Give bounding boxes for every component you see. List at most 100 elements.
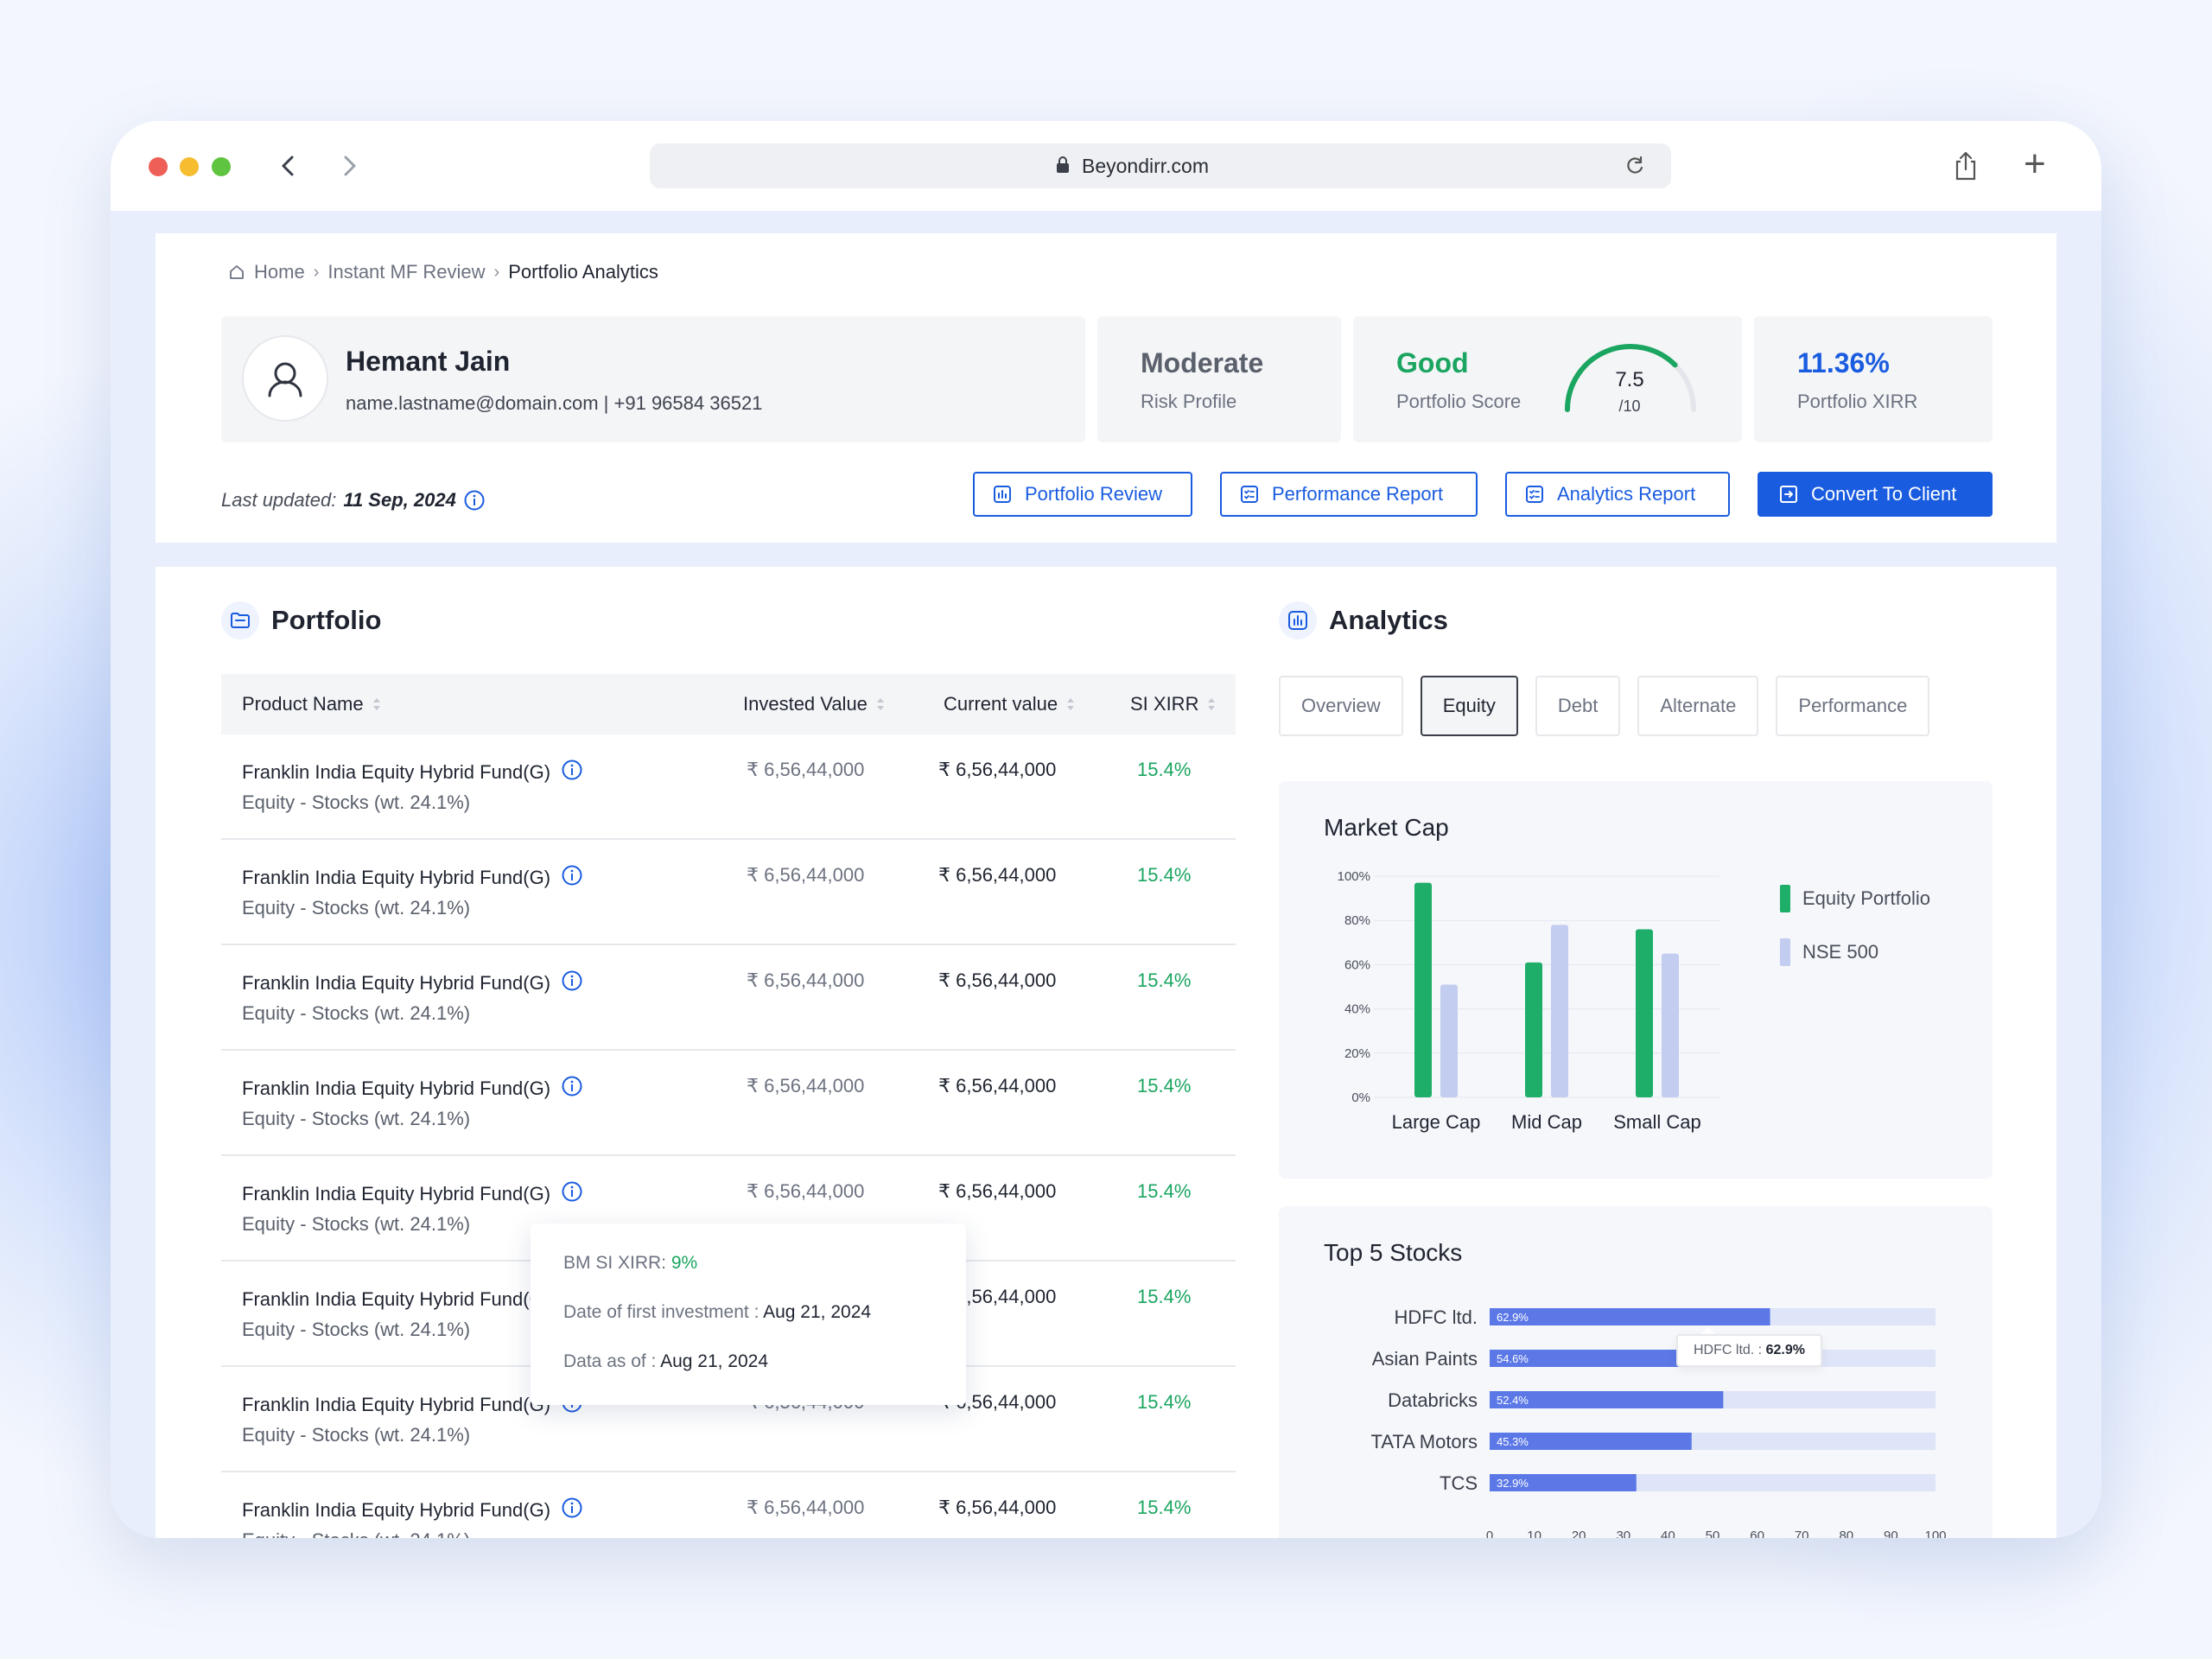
table-row[interactable]: Franklin India Equity Hybrid Fund(G) Equi… [221, 840, 1236, 945]
column-product-name[interactable]: Product Name [242, 693, 381, 715]
analytics-report-button[interactable]: Analytics Report [1505, 472, 1730, 517]
portfolio-review-button[interactable]: Portfolio Review [973, 472, 1192, 517]
legend-swatch [1780, 885, 1790, 912]
info-icon[interactable] [463, 489, 486, 512]
column-current-value[interactable]: Current value [944, 693, 1075, 715]
stock-bar[interactable] [1490, 1308, 1770, 1325]
product-name-text: Franklin India Equity Hybrid Fund(G) [242, 761, 551, 783]
bar-equity-portfolio[interactable] [1414, 882, 1432, 1097]
product-name: Franklin India Equity Hybrid Fund(G) [242, 1075, 583, 1103]
table-row[interactable]: Franklin India Equity Hybrid Fund(G) Equi… [221, 1051, 1236, 1156]
invested-value: ₹ 6,56,44,000 [747, 1180, 865, 1202]
table-row[interactable]: Franklin India Equity Hybrid Fund(G) Equi… [221, 945, 1236, 1051]
info-icon[interactable] [561, 1497, 583, 1524]
info-icon[interactable] [561, 969, 583, 997]
product-name-text: Franklin India Equity Hybrid Fund(G) [242, 867, 551, 888]
bar-equity-portfolio[interactable] [1525, 962, 1542, 1097]
breadcrumb-home[interactable]: Home [254, 261, 305, 283]
tooltip-value: Aug 21, 2024 [763, 1302, 872, 1322]
tab-alternate[interactable]: Alternate [1637, 676, 1759, 736]
bar-nse-500[interactable] [1440, 984, 1458, 1097]
product-name-text: Franklin India Equity Hybrid Fund(G) [242, 1499, 551, 1521]
performance-report-button[interactable]: Performance Report [1220, 472, 1478, 517]
tooltip-bm-xirr: BM SI XIRR: 9% [563, 1253, 697, 1274]
product-category: Equity - Stocks (wt. 24.1%) [242, 1424, 471, 1446]
tab-equity[interactable]: Equity [1420, 676, 1518, 736]
info-icon[interactable] [561, 864, 583, 892]
product-category: Equity - Stocks (wt. 24.1%) [242, 1002, 471, 1024]
reload-icon[interactable] [1623, 154, 1647, 178]
table-row[interactable]: Franklin India Equity Hybrid Fund(G) Equi… [221, 734, 1236, 840]
stock-bar[interactable] [1490, 1391, 1724, 1408]
si-xirr: 15.4% [1137, 1497, 1192, 1518]
sort-icon[interactable] [372, 696, 381, 712]
product-name-text: Franklin India Equity Hybrid Fund(G) [242, 1394, 551, 1415]
invested-value: ₹ 6,56,44,000 [747, 1497, 865, 1518]
back-icon[interactable] [273, 150, 304, 181]
convert-to-client-button[interactable]: Convert To Client [1758, 472, 1993, 517]
legend-label: NSE 500 [1802, 941, 1879, 963]
invested-value: ₹ 6,56,44,000 [747, 864, 865, 886]
breadcrumb-instant-mf-review[interactable]: Instant MF Review [327, 261, 486, 283]
stock-bar[interactable] [1490, 1474, 1637, 1491]
bar-equity-portfolio[interactable] [1636, 929, 1653, 1097]
tooltip-label: BM SI XIRR: [563, 1253, 667, 1273]
sort-icon[interactable] [1066, 696, 1075, 712]
minimize-window-button[interactable] [180, 157, 199, 176]
client-contact: name.lastname@domain.com | +91 96584 365… [346, 392, 763, 414]
client-summary-card: Home › Instant MF Review › Portfolio Ana… [156, 233, 2056, 543]
home-icon[interactable] [228, 264, 245, 281]
table-row[interactable]: Franklin India Equity Hybrid Fund(G) Equi… [221, 1472, 1236, 1538]
column-si-xirr[interactable]: SI XIRR [1130, 693, 1216, 715]
stock-bar[interactable] [1490, 1350, 1733, 1367]
sort-icon[interactable] [876, 696, 885, 712]
stock-name-label: TCS [1440, 1472, 1478, 1494]
info-icon[interactable] [561, 759, 583, 786]
convert-to-client-label: Convert To Client [1811, 483, 1957, 505]
analytics-header: Analytics [1279, 601, 1448, 639]
address-bar[interactable]: Beyondirr.com [650, 143, 1671, 188]
x-tick-label: 40 [1661, 1529, 1675, 1538]
x-tick-label: 70 [1795, 1529, 1809, 1538]
folder-icon [221, 601, 259, 639]
tab-performance[interactable]: Performance [1776, 676, 1930, 736]
current-value: ₹ 6,56,44,000 [938, 1180, 1057, 1202]
score-gauge-value: 7.5 [1615, 368, 1644, 391]
chevron-right-icon: › [493, 262, 500, 282]
bar-value-label: 62.9% [1497, 1311, 1529, 1324]
sort-icon[interactable] [1207, 696, 1216, 712]
risk-profile-label: Risk Profile [1141, 391, 1237, 412]
product-category: Equity - Stocks (wt. 24.1%) [242, 1108, 471, 1129]
x-tick-label: 0 [1486, 1529, 1493, 1538]
score-gauge-max: /10 [1618, 397, 1641, 415]
column-invested-value[interactable]: Invested Value [743, 693, 885, 715]
breadcrumb-current: Portfolio Analytics [508, 261, 658, 283]
top-stocks-panel: Top 5 Stocks 62.9% HDFC ltd. 54.6% Asian Pa… [1279, 1206, 1993, 1538]
forward-icon[interactable] [334, 150, 365, 181]
top-stocks-chart: 62.9% HDFC ltd. 54.6% Asian Paints 52.4% Data… [1371, 1306, 1947, 1538]
share-icon[interactable] [1953, 150, 1979, 181]
info-icon[interactable] [561, 1180, 583, 1208]
x-category-label: Small Cap [1613, 1111, 1700, 1133]
legend-nse-500[interactable]: NSE 500 [1780, 938, 1930, 966]
tooltip-data-as-of: Data as of : Aug 21, 2024 [563, 1351, 768, 1372]
new-tab-icon[interactable]: + [2024, 143, 2046, 185]
legend-swatch [1780, 938, 1790, 966]
browser-toolbar: Beyondirr.com + [111, 121, 2101, 211]
close-window-button[interactable] [149, 157, 168, 176]
info-icon[interactable] [561, 1075, 583, 1103]
maximize-window-button[interactable] [212, 157, 231, 176]
tab-debt[interactable]: Debt [1535, 676, 1621, 736]
bar-nse-500[interactable] [1551, 925, 1568, 1097]
bar-nse-500[interactable] [1662, 953, 1679, 1097]
si-xirr: 15.4% [1137, 969, 1192, 991]
invested-value: ₹ 6,56,44,000 [747, 759, 865, 780]
y-tick-label: 80% [1344, 913, 1370, 928]
tooltip-label: Data as of : [563, 1351, 657, 1371]
product-name: Franklin India Equity Hybrid Fund(G) [242, 759, 583, 786]
tab-overview[interactable]: Overview [1279, 676, 1403, 736]
portfolio-score-card: Good Portfolio Score 7.5 /10 [1353, 316, 1742, 442]
legend-equity-portfolio[interactable]: Equity Portfolio [1780, 885, 1930, 912]
si-xirr: 15.4% [1137, 1180, 1192, 1202]
stock-bar[interactable] [1490, 1433, 1692, 1450]
